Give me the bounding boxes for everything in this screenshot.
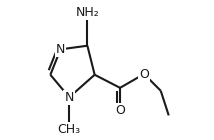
Text: N: N [65, 91, 74, 104]
Text: N: N [56, 43, 65, 56]
Text: O: O [139, 67, 149, 80]
Text: CH₃: CH₃ [58, 123, 81, 136]
Text: NH₂: NH₂ [76, 6, 99, 19]
Text: O: O [115, 104, 125, 117]
